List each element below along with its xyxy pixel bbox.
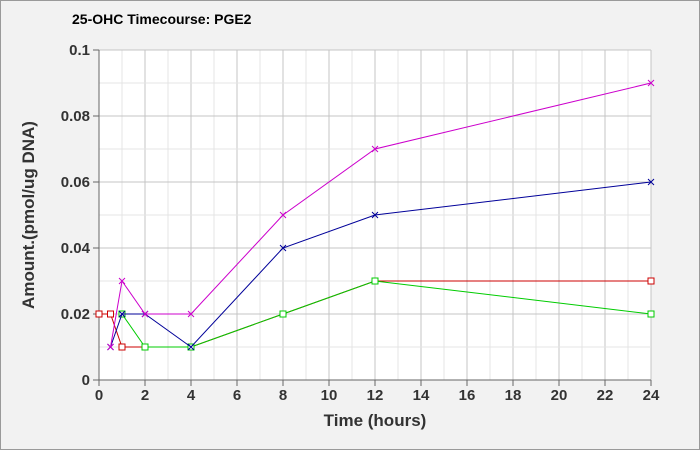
x-tick-label: 0 <box>95 387 103 404</box>
data-point <box>371 211 379 219</box>
x-tick-label: 2 <box>141 387 149 404</box>
data-point <box>279 211 287 219</box>
x-tick-label: 4 <box>187 387 196 404</box>
data-point <box>141 310 149 318</box>
x-tick-label: 10 <box>321 387 338 404</box>
data-point <box>279 244 287 252</box>
x-tick-label: 16 <box>459 387 476 404</box>
y-tick-label: 0.1 <box>69 42 90 59</box>
x-tick-labels: 0 2 4 6 8 10 12 14 16 18 20 22 24 <box>95 387 660 404</box>
y-tick-label: 0.04 <box>61 240 91 257</box>
x-tick-label: 14 <box>413 387 430 404</box>
data-point <box>647 178 655 186</box>
data-point <box>371 277 379 285</box>
y-tick-label: 0.02 <box>61 306 90 323</box>
data-point <box>95 310 103 318</box>
y-axis-label: Amount.(pmol/ug DNA) <box>19 121 38 309</box>
series-group <box>95 79 655 351</box>
x-axis-label: Time (hours) <box>324 411 427 430</box>
data-point <box>279 310 287 318</box>
series-line <box>121 280 652 348</box>
data-point <box>187 343 195 351</box>
y-tick-label: 0 <box>82 372 90 389</box>
data-point <box>187 310 195 318</box>
data-point <box>118 277 126 285</box>
x-tick-label: 24 <box>643 387 660 404</box>
data-point <box>107 343 114 351</box>
data-point <box>141 343 149 351</box>
x-tick-label: 8 <box>279 387 287 404</box>
x-tick-label: 6 <box>233 387 241 404</box>
x-tick-label: 20 <box>551 387 568 404</box>
series-4 <box>107 79 655 351</box>
data-point <box>647 310 655 318</box>
y-tick-label: 0.06 <box>61 174 90 191</box>
x-tick-label: 22 <box>597 387 614 404</box>
data-point <box>371 145 379 153</box>
chart-title: 25-OHC Timecourse: PGE2 <box>72 11 252 27</box>
x-tick-label: 12 <box>367 387 384 404</box>
data-point <box>118 343 126 351</box>
y-tick-label: 0.08 <box>61 108 90 125</box>
data-point <box>647 79 655 87</box>
data-point <box>107 310 114 318</box>
data-point <box>647 277 655 285</box>
x-tick-label: 18 <box>505 387 522 404</box>
y-tick-labels: 0 0.02 0.04 0.06 0.08 0.1 <box>61 42 91 389</box>
data-point <box>118 310 126 318</box>
axes <box>93 49 652 386</box>
